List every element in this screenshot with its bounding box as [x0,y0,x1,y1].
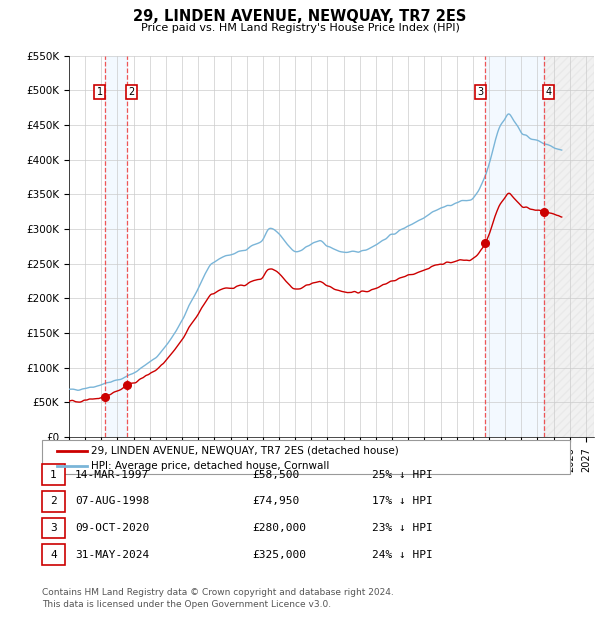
Text: 29, LINDEN AVENUE, NEWQUAY, TR7 2ES (detached house): 29, LINDEN AVENUE, NEWQUAY, TR7 2ES (det… [91,446,399,456]
Text: 09-OCT-2020: 09-OCT-2020 [75,523,149,533]
Text: £74,950: £74,950 [252,496,299,507]
Text: 4: 4 [50,549,57,560]
Text: Contains HM Land Registry data © Crown copyright and database right 2024.
This d: Contains HM Land Registry data © Crown c… [42,588,394,609]
Text: 31-MAY-2024: 31-MAY-2024 [75,549,149,560]
Bar [544,56,594,437]
Text: 29, LINDEN AVENUE, NEWQUAY, TR7 2ES: 29, LINDEN AVENUE, NEWQUAY, TR7 2ES [133,9,467,24]
Text: 2: 2 [50,496,57,507]
Text: £58,500: £58,500 [252,469,299,480]
Text: 23% ↓ HPI: 23% ↓ HPI [372,523,433,533]
Text: 24% ↓ HPI: 24% ↓ HPI [372,549,433,560]
Text: 1: 1 [50,469,57,480]
Text: £280,000: £280,000 [252,523,306,533]
Text: 1: 1 [97,87,103,97]
Text: HPI: Average price, detached house, Cornwall: HPI: Average price, detached house, Corn… [91,461,329,471]
Text: 07-AUG-1998: 07-AUG-1998 [75,496,149,507]
Text: 25% ↓ HPI: 25% ↓ HPI [372,469,433,480]
Bar [104,56,127,437]
Text: 3: 3 [478,87,484,97]
Text: 14-MAR-1997: 14-MAR-1997 [75,469,149,480]
Bar [485,56,544,437]
Text: Price paid vs. HM Land Registry's House Price Index (HPI): Price paid vs. HM Land Registry's House … [140,23,460,33]
Text: 4: 4 [545,87,551,97]
Text: £325,000: £325,000 [252,549,306,560]
Text: 2: 2 [128,87,134,97]
Text: 17% ↓ HPI: 17% ↓ HPI [372,496,433,507]
Text: 3: 3 [50,523,57,533]
